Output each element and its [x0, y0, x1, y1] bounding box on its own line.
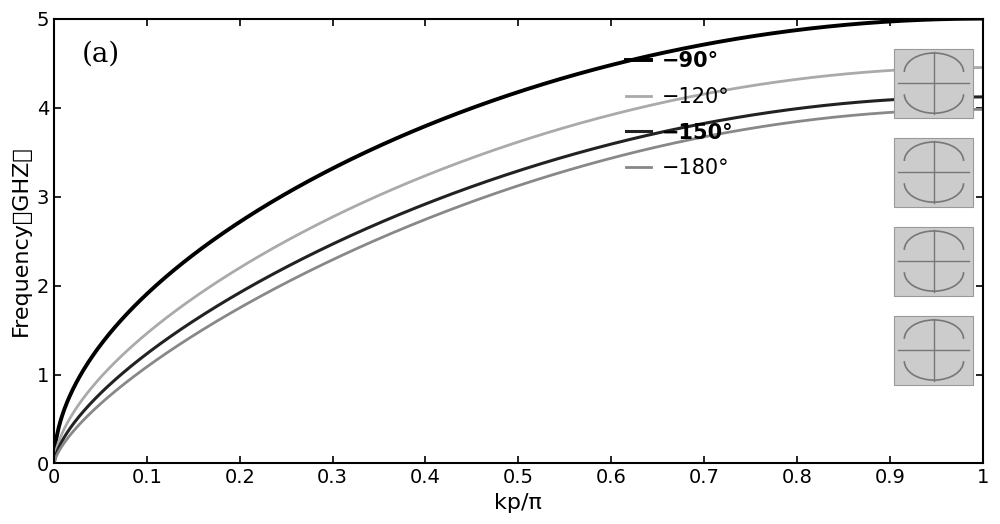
- −90°: [772, 29, 784, 36]
- −180°: [686, 136, 698, 143]
- −180°: [977, 106, 989, 113]
- FancyBboxPatch shape: [894, 315, 973, 385]
- −120°: [789, 77, 801, 83]
- Line: −120°: −120°: [54, 68, 983, 463]
- −120°: [424, 171, 436, 177]
- −150°: [48, 460, 60, 466]
- −180°: [424, 215, 436, 221]
- Line: −150°: −150°: [54, 97, 983, 463]
- −120°: [143, 329, 155, 335]
- −180°: [457, 202, 469, 208]
- −90°: [977, 16, 989, 22]
- −150°: [686, 123, 698, 129]
- −120°: [977, 64, 989, 71]
- −90°: [686, 43, 698, 50]
- −150°: [424, 199, 436, 205]
- −90°: [48, 460, 60, 466]
- −150°: [772, 108, 784, 114]
- −120°: [457, 158, 469, 165]
- −90°: [789, 27, 801, 34]
- Text: (a): (a): [82, 41, 120, 68]
- −180°: [772, 121, 784, 127]
- −90°: [424, 121, 436, 127]
- −90°: [457, 108, 469, 114]
- Y-axis label: Frequency（GHZ）: Frequency（GHZ）: [11, 146, 31, 336]
- −180°: [143, 362, 155, 368]
- −120°: [772, 79, 784, 85]
- Legend: −90°, −120°, −150°, −180°: −90°, −120°, −150°, −180°: [626, 51, 733, 178]
- −150°: [457, 187, 469, 193]
- −180°: [48, 460, 60, 466]
- −120°: [686, 93, 698, 100]
- −150°: [143, 349, 155, 355]
- −120°: [48, 460, 60, 466]
- −150°: [977, 94, 989, 100]
- FancyBboxPatch shape: [894, 49, 973, 117]
- X-axis label: kp/π: kp/π: [494, 493, 542, 513]
- −180°: [789, 119, 801, 125]
- FancyBboxPatch shape: [894, 226, 973, 296]
- −150°: [789, 106, 801, 112]
- FancyBboxPatch shape: [894, 138, 973, 206]
- −90°: [143, 289, 155, 295]
- Line: −180°: −180°: [54, 110, 983, 463]
- Line: −90°: −90°: [54, 19, 983, 463]
